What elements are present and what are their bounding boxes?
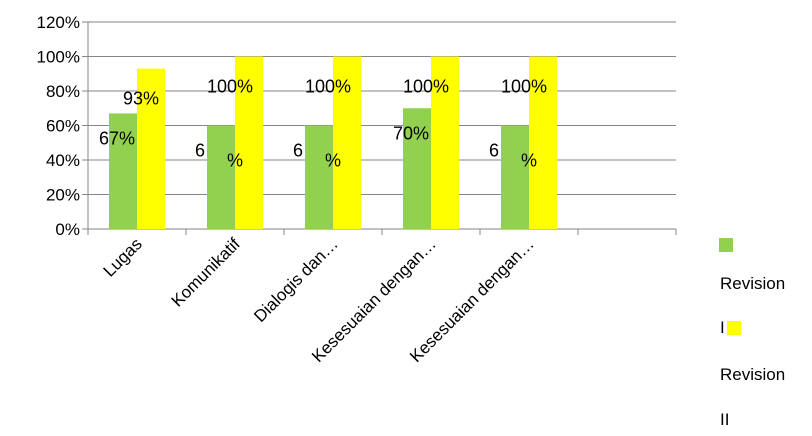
data-label-overflow: %	[521, 151, 537, 171]
data-label-revision-i: 6	[489, 141, 499, 161]
legend-swatch-revision-ii	[727, 321, 741, 335]
x-tick-label: Lugas	[100, 234, 146, 280]
data-label-revision-ii: 100%	[207, 77, 253, 97]
y-axis: 0% 20% 40% 60% 80% 100% 120%	[37, 13, 89, 239]
bar-revision-ii	[529, 56, 557, 229]
data-label-revision-ii: 93%	[123, 89, 159, 109]
x-axis: Lugas Komunikatif Dialogis dan…Kesesuaian …	[87, 228, 677, 366]
x-tick-label: Komunikatif	[168, 234, 244, 310]
bar-revision-i	[305, 125, 333, 229]
data-label-revision-i: 70%	[393, 123, 429, 143]
bar-revision-i	[403, 108, 431, 229]
data-label-overflow: %	[325, 151, 341, 171]
legend-label-revision-i-suffix: I	[720, 318, 725, 337]
data-labels: 67% 6 6 70% 6 93% 100% 100% 100% 100%%%%	[99, 77, 547, 171]
y-tick-label: 0%	[55, 220, 80, 239]
data-label-revision-ii: 100%	[501, 77, 547, 97]
legend-label-revision-i: Revision	[720, 274, 786, 293]
legend-label-revision-ii-suffix: II	[720, 410, 730, 429]
data-label-overflow: %	[227, 151, 243, 171]
data-label-revision-i: 6	[293, 141, 303, 161]
x-tick-label: Dialogis dan…	[250, 234, 342, 326]
data-label-revision-i: 67%	[99, 128, 135, 148]
y-tick-label: 120%	[37, 13, 80, 32]
bar-revision-ii	[333, 56, 361, 229]
y-tick-label: 100%	[37, 48, 80, 67]
bar-revision-i	[207, 125, 235, 229]
gridlines	[88, 21, 676, 230]
bar-revision-ii	[235, 56, 263, 229]
legend-label-revision-ii: Revision	[720, 365, 786, 384]
bar-revision-ii	[431, 56, 459, 229]
y-tick-label: 60%	[46, 117, 80, 136]
bar-revision-i	[501, 125, 529, 229]
data-label-revision-ii: 100%	[403, 77, 449, 97]
data-label-revision-ii: 100%	[305, 77, 351, 97]
legend-swatch-revision-i	[719, 238, 733, 252]
bar-revision-i	[109, 113, 137, 229]
y-tick-label: 20%	[46, 186, 80, 205]
y-tick-label: 80%	[46, 82, 80, 101]
bars	[109, 56, 557, 229]
data-label-revision-i: 6	[195, 141, 205, 161]
bar-revision-ii	[137, 68, 165, 229]
y-tick-label: 40%	[46, 151, 80, 170]
